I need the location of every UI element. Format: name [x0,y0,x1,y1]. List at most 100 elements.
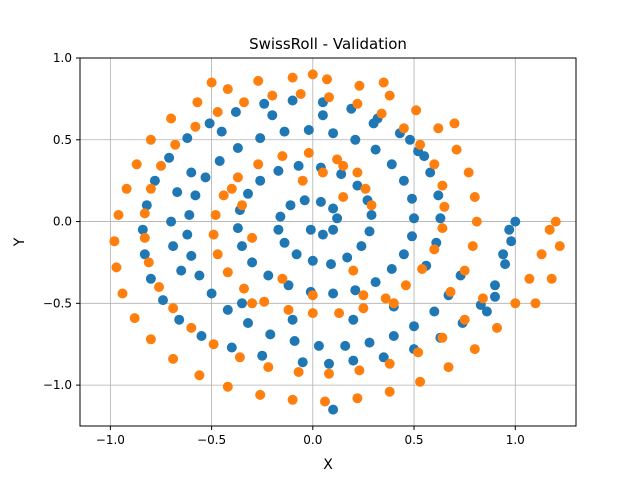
data-point-series-1 [307,255,318,266]
data-point-series-2 [154,282,164,292]
axis-ticks: −1.0 −0.5 0.0 0.5 1.0 −1.0 −0.5 0.0 0.5 1.0 [43,51,525,447]
data-point-series-1 [340,340,351,351]
data-point-series-1 [247,257,258,268]
data-point-series-2 [510,298,521,309]
data-point-series-2 [277,273,288,284]
data-point-series-2 [443,362,454,373]
data-point-series-1 [328,288,339,299]
data-point-series-1 [364,226,375,237]
data-point-series-2 [415,139,426,150]
data-point-series-1 [226,342,237,353]
data-point-series-2 [352,393,363,404]
data-point-series-2 [139,208,150,219]
data-point-series-2 [378,77,389,88]
data-point-series-1 [158,295,168,306]
data-point-series-1 [328,128,339,139]
data-point-series-2 [307,308,318,319]
data-point-series-2 [208,339,219,350]
data-point-series-2 [253,75,264,86]
data-point-series-1 [172,187,183,198]
data-point-series-2 [166,113,177,124]
data-point-series-1 [356,241,367,252]
data-point-series-1 [243,188,253,199]
data-point-series-1 [285,200,296,211]
data-point-series-1 [299,195,310,206]
data-point-series-2 [237,200,247,211]
data-point-series-1 [255,133,266,144]
data-point-series-1 [364,337,375,348]
y-tick-label: 0.0 [53,215,72,229]
data-point-series-1 [237,298,247,309]
data-point-series-2 [324,92,334,103]
data-point-series-2 [417,264,428,274]
data-point-series-2 [232,172,243,183]
data-point-series-2 [317,167,328,178]
data-point-series-2 [222,381,233,392]
data-point-series-1 [500,259,511,270]
data-point-series-1 [279,126,290,137]
data-point-series-1 [303,125,314,135]
data-point-series-2 [449,118,460,129]
data-point-series-2 [218,190,229,201]
data-point-series-2 [384,386,395,397]
data-point-series-2 [307,69,318,80]
data-point-series-1 [190,190,201,201]
data-point-series-2 [109,236,120,247]
data-point-series-1 [315,196,326,207]
data-point-series-2 [415,376,426,387]
data-point-series-1 [257,350,268,361]
data-point-series-1 [265,329,276,340]
data-point-series-2 [348,265,359,276]
data-point-series-1 [287,95,298,106]
data-point-series-2 [459,314,470,325]
data-point-series-2 [192,97,203,108]
data-point-series-2 [234,352,245,363]
data-point-series-2 [170,139,181,150]
data-point-series-2 [117,288,128,299]
data-point-series-2 [295,89,306,99]
data-point-series-2 [208,229,219,240]
data-point-series-2 [222,267,233,278]
data-point-series-1 [409,213,419,224]
data-point-series-2 [145,183,156,194]
data-point-series-2 [303,147,314,158]
data-point-series-2 [111,262,122,273]
data-point-series-2 [451,144,462,155]
data-point-series-2 [530,298,541,309]
data-point-series-1 [255,175,266,186]
data-point-series-1 [313,340,324,351]
data-point-series-1 [164,152,175,163]
data-point-series-2 [469,192,480,202]
data-point-series-1 [370,277,381,288]
data-point-series-1 [293,160,304,171]
data-point-series-1 [141,200,152,211]
data-point-series-1 [297,357,308,368]
data-point-series-1 [237,241,247,252]
data-point-series-1 [378,352,389,363]
data-point-series-2 [467,241,478,252]
data-point-series-1 [510,216,521,227]
data-point-series-1 [506,236,517,247]
data-point-series-1 [317,229,328,240]
data-point-series-1 [216,126,227,137]
data-point-series-1 [429,306,440,317]
data-point-series-2 [121,183,132,194]
data-point-series-1 [386,159,397,170]
data-point-series-1 [326,259,336,270]
data-point-series-1 [137,224,148,235]
y-tick-label: −1.0 [43,378,72,392]
data-point-series-2 [554,241,565,252]
data-point-series-2 [358,290,369,301]
data-point-series-2 [352,167,363,178]
data-point-series-1 [168,241,179,252]
y-tick-label: −0.5 [43,296,72,310]
data-point-series-1 [336,169,347,180]
data-point-series-1 [176,265,187,276]
data-point-series-2 [354,80,365,91]
data-point-series-2 [334,308,345,319]
data-point-series-1 [388,331,399,341]
data-point-series-2 [307,290,318,301]
data-point-series-1 [350,285,361,296]
data-point-series-2 [129,313,140,324]
